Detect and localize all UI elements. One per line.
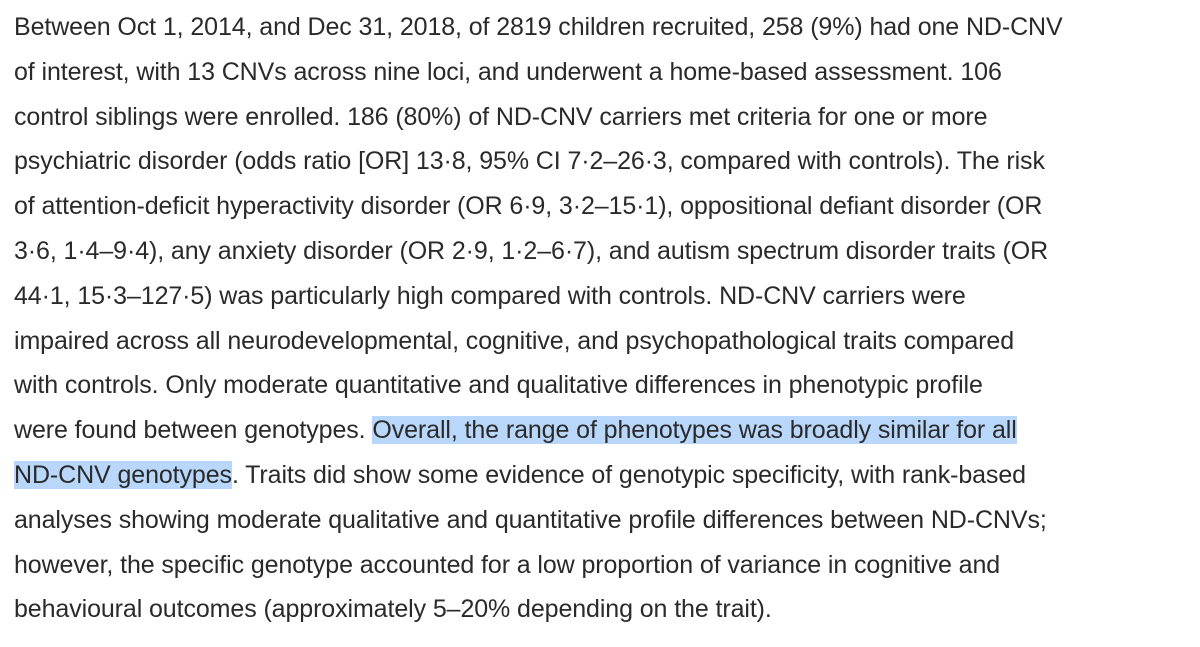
text-line: behavioural outcomes (approximately 5–20… [14,595,772,624]
text-segment: . Traits did show some evidence of genot… [231,460,1026,489]
text-line: with controls. Only moderate quantitativ… [14,371,983,400]
highlighted-text[interactable]: Overall, the range of phenotypes was bro… [372,416,1017,445]
text-segment: were found between genotypes. [14,416,373,445]
text-line: psychiatric disorder (odds ratio [OR] 13… [14,147,1045,176]
text-line: ND-CNV genotypes. Traits did show some e… [14,453,1190,498]
text-line: however, the specific genotype accounted… [14,550,1001,579]
text-line: of attention-deficit hyperactivity disor… [14,192,1043,221]
text-line: of interest, with 13 CNVs across nine lo… [14,57,1002,86]
highlighted-text[interactable]: ND-CNV genotypes [14,460,232,489]
text-line: 3·6, 1·4–9·4), any anxiety disorder (OR … [14,236,1049,265]
text-line: Between Oct 1, 2014, and Dec 31, 2018, o… [14,13,1063,41]
text-line: impaired across all neurodevelopmental, … [14,326,1014,355]
text-line: control siblings were enrolled. 186 (80%… [14,102,988,131]
text-line: analyses showing moderate qualitative an… [14,505,1047,534]
text-line: 44·1, 15·3–127·5) was particularly high … [14,281,966,310]
abstract-paragraph: Between Oct 1, 2014, and Dec 31, 2018, o… [14,5,1190,632]
text-line: were found between genotypes. Overall, t… [14,408,1190,453]
